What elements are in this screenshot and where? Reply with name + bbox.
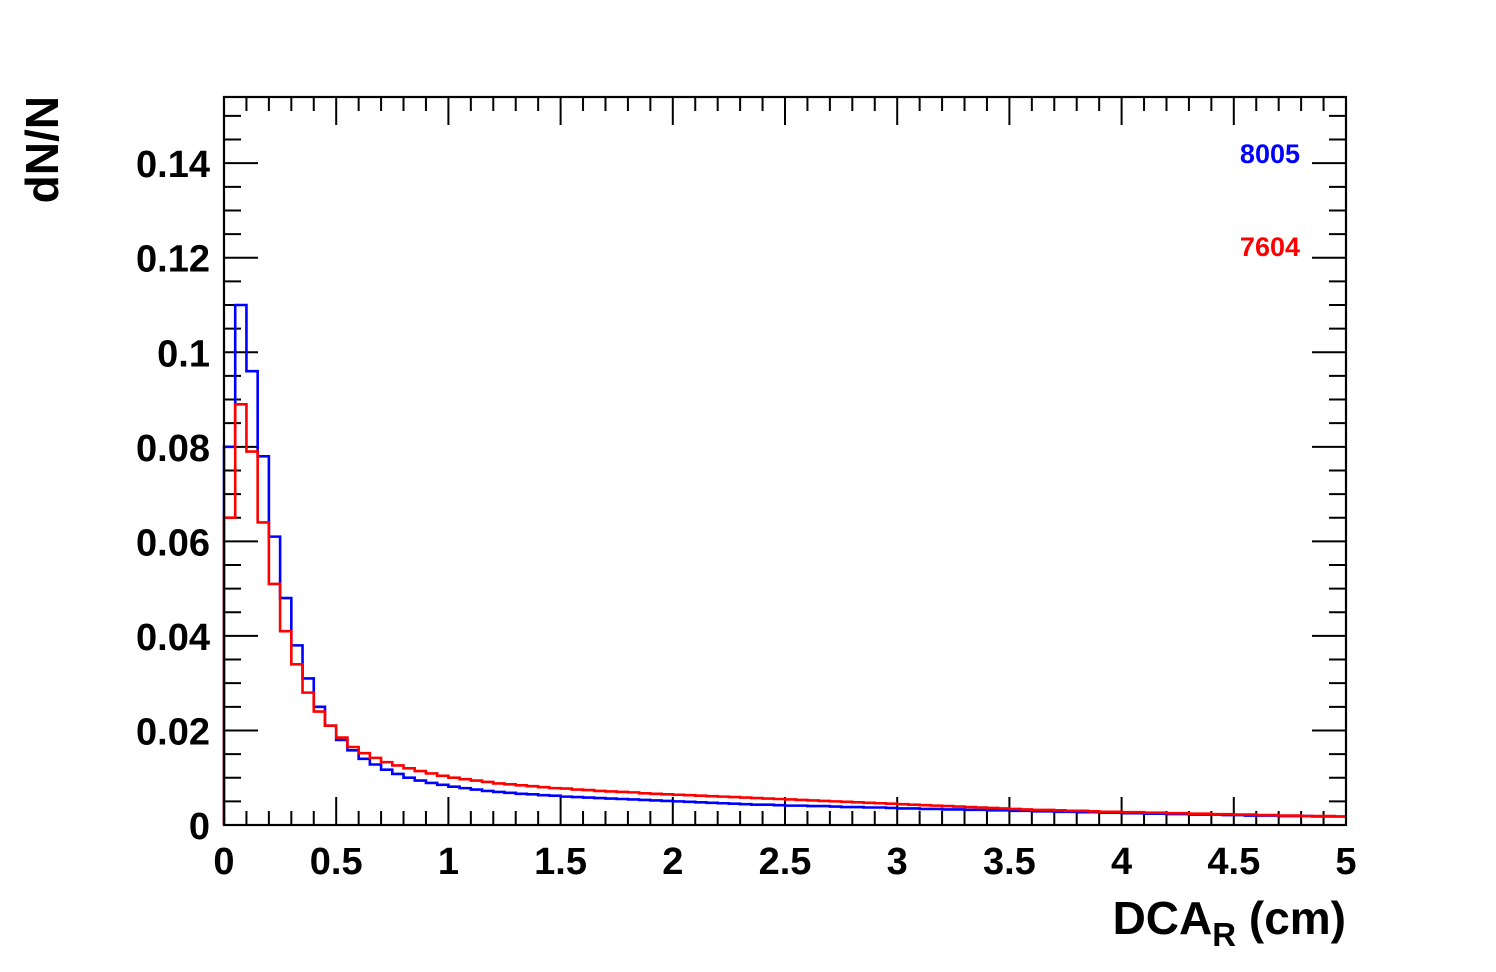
- y-tick-label: 0.06: [136, 522, 210, 564]
- x-axis-title: DCAR (cm): [1113, 892, 1346, 953]
- x-tick-label: 0: [213, 841, 234, 883]
- x-tick-label: 5: [1335, 841, 1356, 883]
- y-tick-label: 0: [189, 806, 210, 848]
- x-tick-label: 2.5: [759, 841, 812, 883]
- x-tick-label: 2: [662, 841, 683, 883]
- axis-ticks: [223, 97, 1347, 826]
- y-tick-label: 0.02: [136, 711, 210, 753]
- x-tick-label: 1: [438, 841, 459, 883]
- y-tick-label: 0.12: [136, 239, 210, 281]
- y-tick-labels: 0 0.02 0.04 0.06 0.08 0.1 0.12 0.14: [136, 144, 210, 848]
- y-tick-label: 0.14: [136, 144, 210, 186]
- plot-frame: [222, 95, 1348, 827]
- x-tick-label: 1.5: [534, 841, 587, 883]
- legend-entry-8005: 8005: [1240, 139, 1300, 169]
- series-line-7604: [222, 402, 1346, 825]
- legend: 8005 7604: [1240, 139, 1300, 262]
- x-tick-label: 0.5: [310, 841, 363, 883]
- x-tick-label: 3.5: [983, 841, 1036, 883]
- y-axis-title: dN/N: [16, 96, 68, 203]
- y-tick-label: 0.1: [157, 333, 210, 375]
- series-line-8005: [222, 303, 1346, 825]
- x-tick-label: 4: [1111, 841, 1132, 883]
- y-tick-label: 0.08: [136, 428, 210, 470]
- series-lines: [222, 303, 1346, 825]
- y-tick-label: 0.04: [136, 617, 210, 659]
- legend-entry-7604: 7604: [1240, 232, 1300, 262]
- x-tick-labels: 0 0.5 1 1.5 2 2.5 3 3.5 4 4.5 5: [213, 841, 1356, 883]
- x-tick-label: 4.5: [1207, 841, 1260, 883]
- x-tick-label: 3: [887, 841, 908, 883]
